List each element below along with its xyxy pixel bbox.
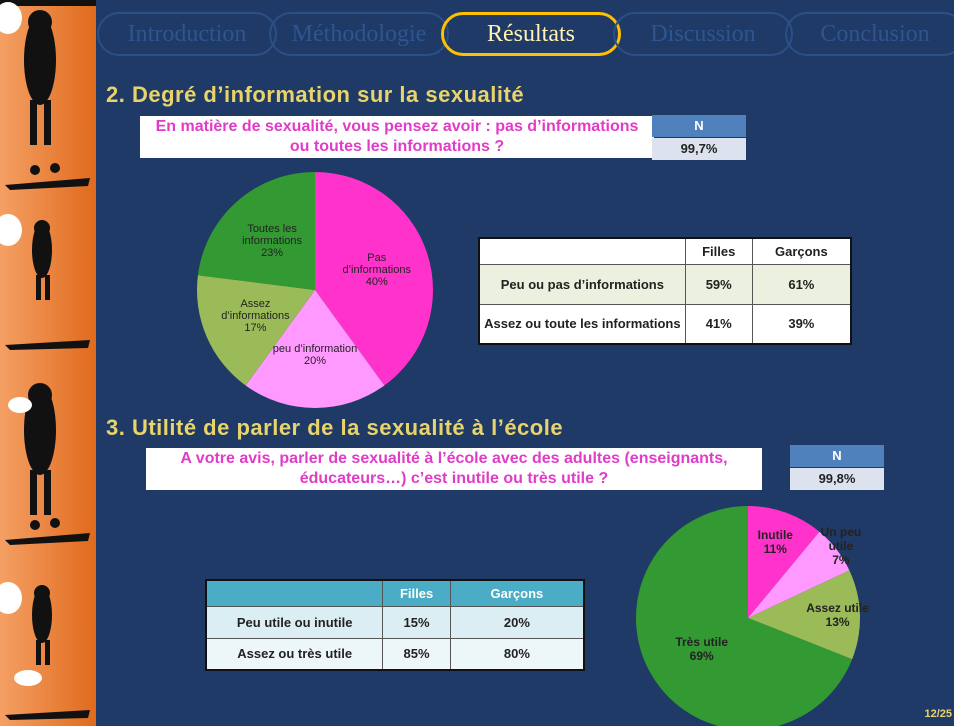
pie-slice: [197, 172, 315, 290]
side-decoration: [0, 0, 96, 726]
nav-tab[interactable]: Discussion: [613, 12, 793, 56]
table-row: Assez ou toute les informations 41% 39%: [478, 303, 852, 345]
nav-tab[interactable]: Conclusion: [785, 12, 954, 56]
pie-slice: [315, 172, 434, 386]
table-header-row: Filles Garçons: [478, 237, 852, 265]
table-row: Peu ou pas d’informations 59% 61%: [478, 263, 852, 305]
slice-value: 11%: [763, 542, 787, 557]
slice-label: peu d’information 20%: [270, 343, 360, 367]
slice-category: peu d’information: [272, 342, 358, 355]
section-heading: 2. Degré d’information sur la sexualité: [106, 82, 525, 107]
slice-value: 13%: [825, 615, 850, 630]
slice-label: Inutile 11%: [742, 528, 808, 556]
table-cell: 61%: [751, 263, 852, 305]
question: En matière de sexualité, vous pensez avo…: [140, 116, 654, 158]
slice-value: 40%: [365, 275, 388, 288]
pie-slice: [245, 290, 385, 409]
table-header-row: Filles Garçons: [205, 579, 585, 607]
header-cell: Garçons: [449, 579, 585, 607]
table-row: Assez ou très utile 85% 80%: [205, 637, 585, 671]
slice-category: Très utile: [675, 635, 729, 650]
table-cell: 15%: [382, 605, 451, 639]
n-header: N: [652, 115, 746, 137]
slice-label: Toutes les informations 23%: [227, 223, 317, 259]
section-heading: 3. Utilité de parler de la sexualité à l…: [106, 415, 564, 440]
slice-category: Pas d’informations: [342, 251, 411, 276]
slice-category: Assez d’informations: [221, 297, 290, 322]
question: A votre avis, parler de sexualité à l’éc…: [146, 448, 762, 490]
header-cell: Filles: [382, 579, 451, 607]
n-header: N: [790, 445, 884, 467]
slice-label: Un peu utile 7%: [808, 525, 874, 567]
slice-value: 7%: [832, 552, 850, 567]
n-value: 99,8%: [790, 468, 884, 490]
slice-category: Inutile: [757, 528, 793, 543]
table-cell: Peu utile ou inutile: [205, 605, 384, 639]
table-cell: 39%: [751, 303, 852, 345]
table-cell: 41%: [684, 303, 753, 345]
pie-slice: [748, 506, 820, 618]
slice-category: Un peu utile: [820, 524, 862, 553]
slice-value: 23%: [261, 247, 284, 260]
n-value: 99,7%: [652, 138, 746, 160]
nav-tab[interactable]: Méthodologie: [269, 12, 449, 56]
header-cell: Filles: [684, 237, 753, 265]
pie-slice: [197, 275, 315, 386]
table-cell: 85%: [382, 637, 451, 671]
slice-label: Assez d’informations 17%: [210, 298, 300, 334]
table-row: Peu utile ou inutile 15% 20%: [205, 605, 585, 639]
table-cell: 59%: [684, 263, 753, 305]
table-cell: 20%: [449, 605, 585, 639]
slice-value: 20%: [303, 354, 327, 367]
slice-category: Toutes les informations: [242, 223, 303, 248]
slice-value: 69%: [689, 649, 714, 664]
slice-label: Pas d’informations 40%: [332, 252, 422, 288]
pie-slice: [748, 531, 850, 618]
n-box: N 99,8%: [790, 444, 884, 491]
table-cell: Assez ou toute les informations: [478, 303, 686, 345]
slice-category: Assez utile: [806, 601, 869, 616]
page-number: 12/25: [924, 708, 952, 720]
pie-slice: [748, 570, 860, 660]
slice-label: Assez utile 13%: [805, 601, 871, 629]
n-box: N 99,7%: [652, 114, 746, 161]
slice-value: 17%: [244, 321, 267, 334]
table-cell: Peu ou pas d’informations: [478, 263, 686, 305]
slice-label: Très utile 69%: [669, 635, 735, 663]
header-cell: [478, 237, 686, 265]
pie-slice: [636, 506, 853, 726]
data-table: Filles Garçons Peu ou pas d’informations 59…: [478, 237, 852, 345]
table-cell: 80%: [449, 637, 585, 671]
data-table: Filles Garçons Peu utile ou inutile 15% 20% A…: [205, 579, 585, 671]
